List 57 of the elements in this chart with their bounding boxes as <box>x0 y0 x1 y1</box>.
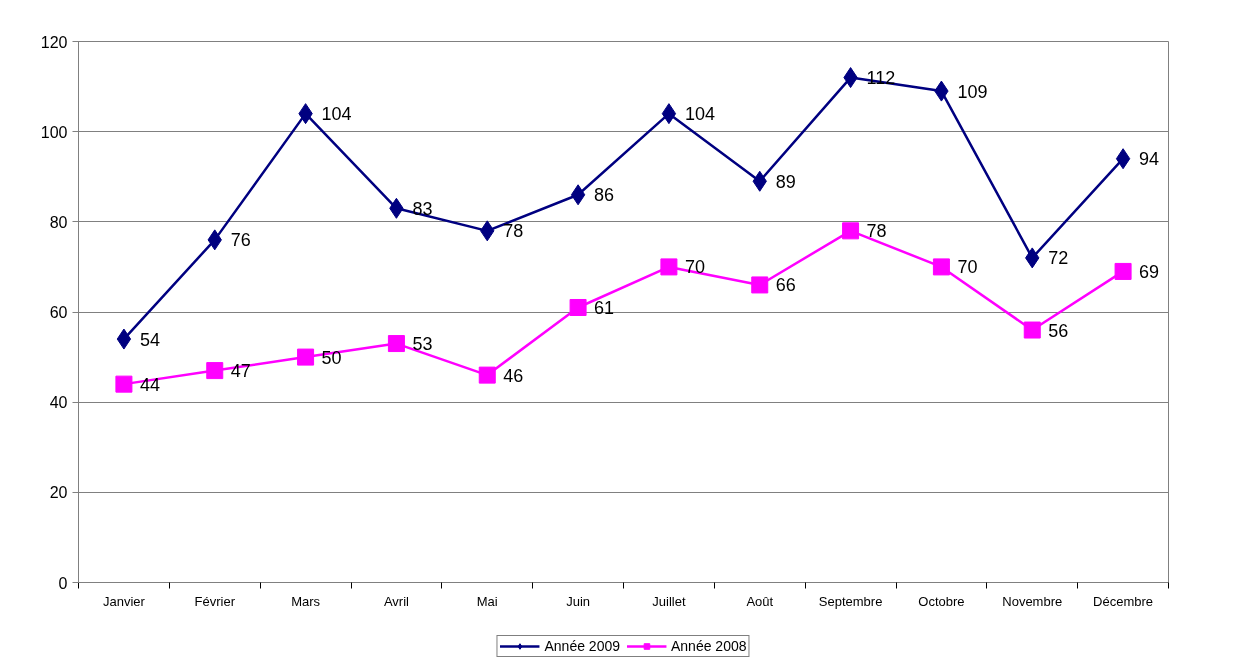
data-label: 54 <box>139 329 160 350</box>
data-label: 61 <box>594 297 615 318</box>
y-tick-label: 0 <box>58 574 68 592</box>
y-tick-label: 20 <box>49 484 68 502</box>
x-tick-label: Juillet <box>652 593 686 609</box>
data-label: 94 <box>1139 149 1160 170</box>
point <box>1023 321 1041 339</box>
data-label: 46 <box>503 365 524 386</box>
point <box>569 298 587 316</box>
legend-label: Année 2009 <box>544 638 620 654</box>
data-label: 89 <box>775 171 796 192</box>
point <box>570 184 586 206</box>
point <box>297 348 315 366</box>
data-label: 72 <box>1048 248 1069 269</box>
x-tick-label: Mars <box>291 593 321 609</box>
y-tick-label: 120 <box>40 33 68 51</box>
point <box>1115 148 1131 170</box>
point <box>660 258 678 276</box>
x-tick-label: Février <box>194 593 236 609</box>
y-tick-label: 100 <box>40 123 68 141</box>
y-tick-label: 40 <box>49 394 68 412</box>
point <box>661 103 677 125</box>
x-tick-label: Janvier <box>102 593 146 609</box>
x-tick-label: Novembre <box>1002 593 1063 609</box>
point <box>387 335 405 353</box>
x-tick-label: Août <box>746 593 774 609</box>
x-tick-label: Décembre <box>1093 593 1154 609</box>
data-label: 109 <box>957 81 988 102</box>
point <box>932 258 950 276</box>
point <box>116 328 132 350</box>
x-tick-label: Mai <box>476 593 498 609</box>
data-label: 104 <box>321 104 352 125</box>
data-label: 83 <box>412 198 433 219</box>
y-tick-label: 80 <box>49 213 68 231</box>
point <box>842 222 860 240</box>
x-tick-label: Juin <box>566 593 591 609</box>
data-label: 78 <box>503 221 524 242</box>
point <box>115 375 133 393</box>
data-label: 70 <box>957 257 978 278</box>
point <box>1114 262 1132 280</box>
point <box>206 362 224 380</box>
data-label: 104 <box>684 104 715 125</box>
x-tick-label: Avril <box>383 593 410 609</box>
data-label: 69 <box>1139 261 1160 282</box>
x-tick-label: Septembre <box>818 593 883 609</box>
data-label: 78 <box>866 221 887 242</box>
data-label: 66 <box>775 275 796 296</box>
x-tick-label: Octobre <box>918 593 965 609</box>
point <box>478 366 496 384</box>
data-label: 44 <box>139 374 160 395</box>
point <box>751 276 769 294</box>
data-label: 56 <box>1048 320 1069 341</box>
data-label: 53 <box>412 334 433 355</box>
legend-label: Année 2008 <box>671 638 747 654</box>
data-label: 86 <box>594 185 615 206</box>
data-label: 76 <box>230 230 251 251</box>
y-tick-label: 60 <box>49 304 68 321</box>
